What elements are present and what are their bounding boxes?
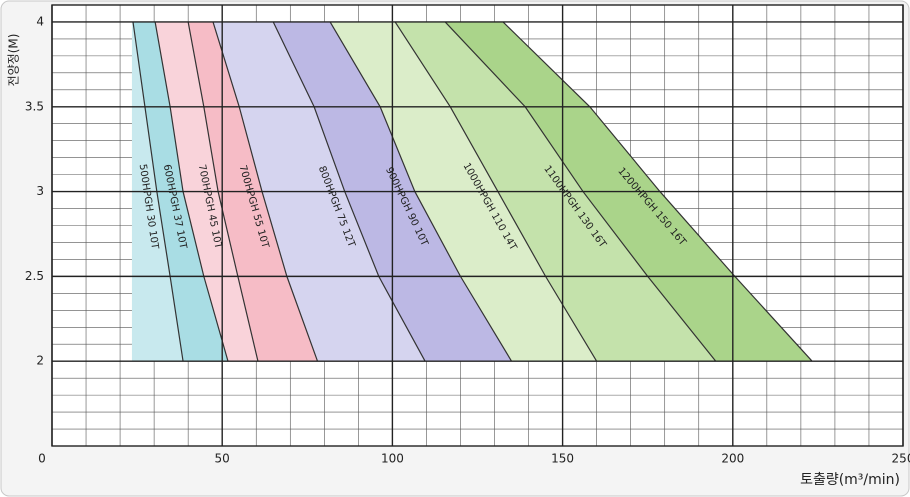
x-axis-label: 토출량(m³/min)	[800, 472, 900, 488]
y-tick-label: 2	[36, 354, 44, 368]
y-tick-label: 2.5	[25, 269, 44, 283]
y-tick-label: 4	[36, 14, 44, 28]
x-tick-label: 50	[215, 452, 230, 466]
x-tick-label: 150	[551, 452, 574, 466]
x-tick-label: 200	[721, 452, 744, 466]
y-axis-label: 전양정(M)	[7, 34, 21, 87]
x-tick-label: 250	[892, 452, 910, 466]
plot-border	[51, 4, 904, 447]
y-tick-label: 3.5	[25, 99, 44, 113]
x-tick-label: 100	[381, 452, 404, 466]
y-tick-label: 3	[36, 184, 44, 198]
x-tick-label: 0	[38, 452, 46, 466]
